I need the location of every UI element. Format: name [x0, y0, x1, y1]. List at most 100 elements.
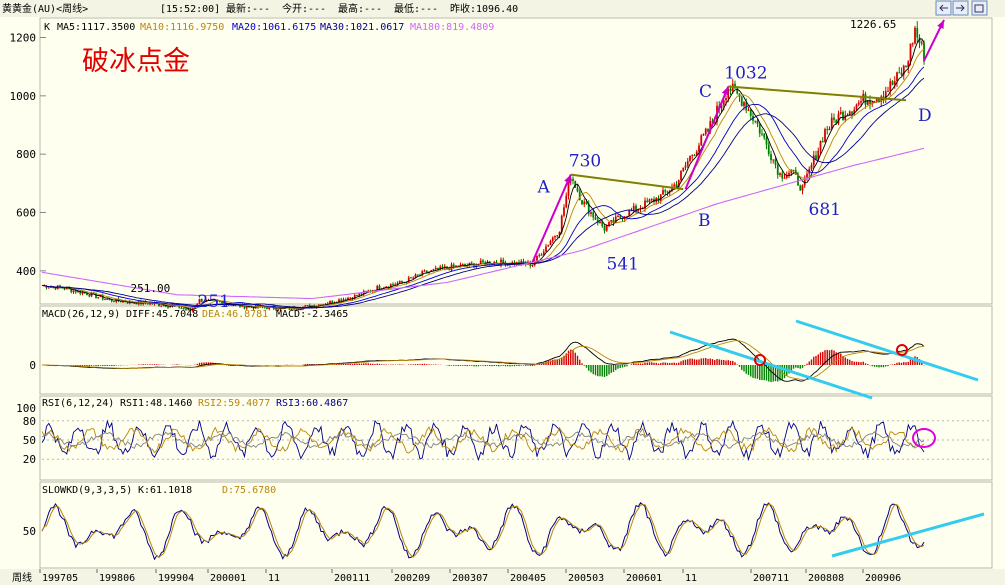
macd-cross-circle [754, 354, 766, 366]
candle [576, 184, 579, 193]
candle-body [551, 237, 554, 242]
candle-body [149, 303, 151, 305]
candle-body [713, 121, 716, 123]
candle-body [335, 302, 338, 304]
candle-body [889, 81, 892, 91]
candle [738, 93, 741, 102]
prev-close-price: 昨收:1096.40 [450, 2, 518, 15]
x-tick-label: 200711 [753, 573, 789, 584]
candle [830, 113, 833, 131]
candle-body [745, 102, 748, 111]
candle [587, 200, 590, 217]
candle [432, 268, 435, 271]
low-annotation: 251 [198, 292, 230, 312]
candle [200, 298, 203, 303]
macd-panel: MACD(26,12,9) DIFF:45.7048 DEA:46.8781 MACD… [29, 309, 979, 400]
candle-body [830, 117, 833, 129]
candle-body [635, 205, 637, 211]
indicator-kd_title: SLOWKD(9,3,3,5) [42, 485, 132, 496]
candle-body [815, 155, 817, 160]
candle-body [666, 191, 669, 193]
candle [747, 106, 750, 112]
candle [603, 224, 606, 234]
candle-body [774, 159, 777, 165]
candle-body [538, 254, 541, 256]
candle-body [133, 302, 136, 304]
candle-body [106, 299, 109, 301]
candle [574, 180, 577, 189]
candle-body [754, 120, 757, 122]
candle-body [806, 173, 808, 179]
candle [356, 294, 358, 297]
candle-body [135, 303, 138, 305]
candle-body [833, 117, 835, 120]
kd-trendline [831, 512, 985, 558]
candle-body [308, 305, 311, 308]
candle-body [407, 277, 410, 283]
instrument-title: 黄黄金(AU)<周线> [2, 2, 88, 15]
candle-body [565, 195, 568, 208]
candle-body [387, 286, 390, 288]
restore-button[interactable] [971, 0, 988, 16]
candle [72, 290, 75, 294]
x-tick-label: 200906 [865, 573, 901, 584]
candle-body [416, 274, 419, 276]
candle [788, 170, 790, 179]
nav-left-button[interactable] [935, 0, 952, 16]
candle [628, 209, 631, 217]
candle-body [864, 93, 867, 105]
candle [662, 187, 664, 195]
candle [803, 175, 806, 188]
candle [905, 65, 907, 68]
candle-body [855, 104, 858, 110]
candle [180, 306, 183, 310]
candle-body [720, 104, 723, 109]
candle [821, 137, 824, 143]
candle [826, 126, 829, 135]
x-tick-label: 200503 [568, 573, 604, 584]
candle-body [394, 284, 397, 286]
candle-body [848, 111, 851, 116]
candle-body [126, 302, 129, 304]
candle-body [439, 266, 442, 270]
candle-body [90, 292, 93, 297]
candle-body [790, 169, 793, 173]
rsi-highlight-circle [912, 428, 936, 448]
x-tick-label: 200001 [210, 573, 246, 584]
candle [819, 140, 822, 154]
candle-body [59, 285, 61, 288]
candle [479, 258, 482, 265]
candle-body [563, 207, 565, 216]
candle-body [47, 287, 50, 289]
candle-body [347, 297, 349, 301]
candle-body [608, 222, 610, 226]
candle [855, 103, 858, 111]
arrow-right-icon [956, 4, 965, 12]
y-tick-label: 600 [16, 207, 36, 220]
candle-body [198, 298, 201, 304]
line-k [41, 502, 925, 561]
candle-body [884, 91, 887, 98]
candle-body [835, 119, 838, 124]
candle-body [353, 295, 356, 299]
indicator-k: K:61.1018 [138, 485, 192, 496]
candle-body [572, 178, 574, 181]
candle [860, 97, 862, 107]
candle-body [358, 293, 361, 296]
candle [882, 90, 885, 104]
candle-body [920, 42, 923, 44]
candle-body [110, 299, 113, 302]
candle [396, 281, 399, 287]
open-price: 今开:--- [282, 2, 326, 15]
candle [549, 239, 552, 246]
nav-right-button[interactable] [952, 0, 969, 16]
candle-body [97, 297, 100, 299]
candle-body [209, 299, 212, 301]
candle-body [311, 305, 313, 308]
candle-body [797, 174, 799, 186]
candle [398, 280, 401, 284]
candle-body [664, 190, 667, 192]
candle-body [531, 265, 534, 267]
candle-body [779, 173, 781, 175]
